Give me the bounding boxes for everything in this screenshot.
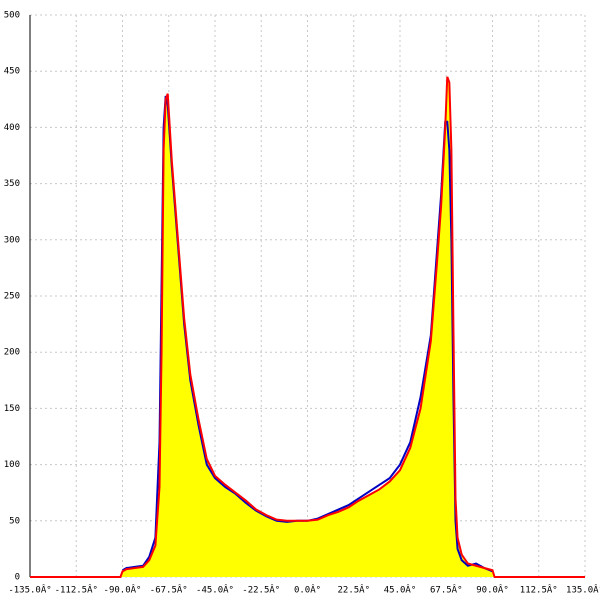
series-line <box>30 76 585 578</box>
y-tick-label: 100 <box>4 460 20 470</box>
area-fill <box>30 76 585 577</box>
y-tick-label: 250 <box>4 292 20 302</box>
x-tick-label: 112.5Â° <box>520 584 558 596</box>
y-tick-label: 500 <box>4 11 20 21</box>
x-tick-label: 22.5Â° <box>337 584 370 596</box>
x-tick-label: -67.5Â° <box>150 584 188 596</box>
y-tick-label: 300 <box>4 235 20 245</box>
x-tick-label: 90.0Â° <box>476 584 509 596</box>
y-tick-label: 0 <box>15 573 20 583</box>
y-tick-label: 350 <box>4 179 20 189</box>
x-tick-label: 135.0Â° <box>566 584 600 596</box>
y-tick-label: 450 <box>4 67 20 77</box>
y-tick-label: 200 <box>4 348 20 358</box>
y-tick-label: 50 <box>9 516 20 526</box>
x-tick-label: 45.0Â° <box>384 584 417 596</box>
x-tick-label: -135.0Â° <box>8 584 51 596</box>
x-tick-label: -45.0Â° <box>196 584 234 596</box>
x-tick-label: 0.0Â° <box>294 584 321 596</box>
x-tick-label: 67.5Â° <box>430 584 463 596</box>
y-tick-label: 150 <box>4 404 20 414</box>
x-tick-label: -112.5Â° <box>55 584 98 596</box>
x-tick-label: -22.5Â° <box>242 584 280 596</box>
x-tick-label: -90.0Â° <box>104 584 142 596</box>
y-tick-label: 400 <box>4 123 20 133</box>
